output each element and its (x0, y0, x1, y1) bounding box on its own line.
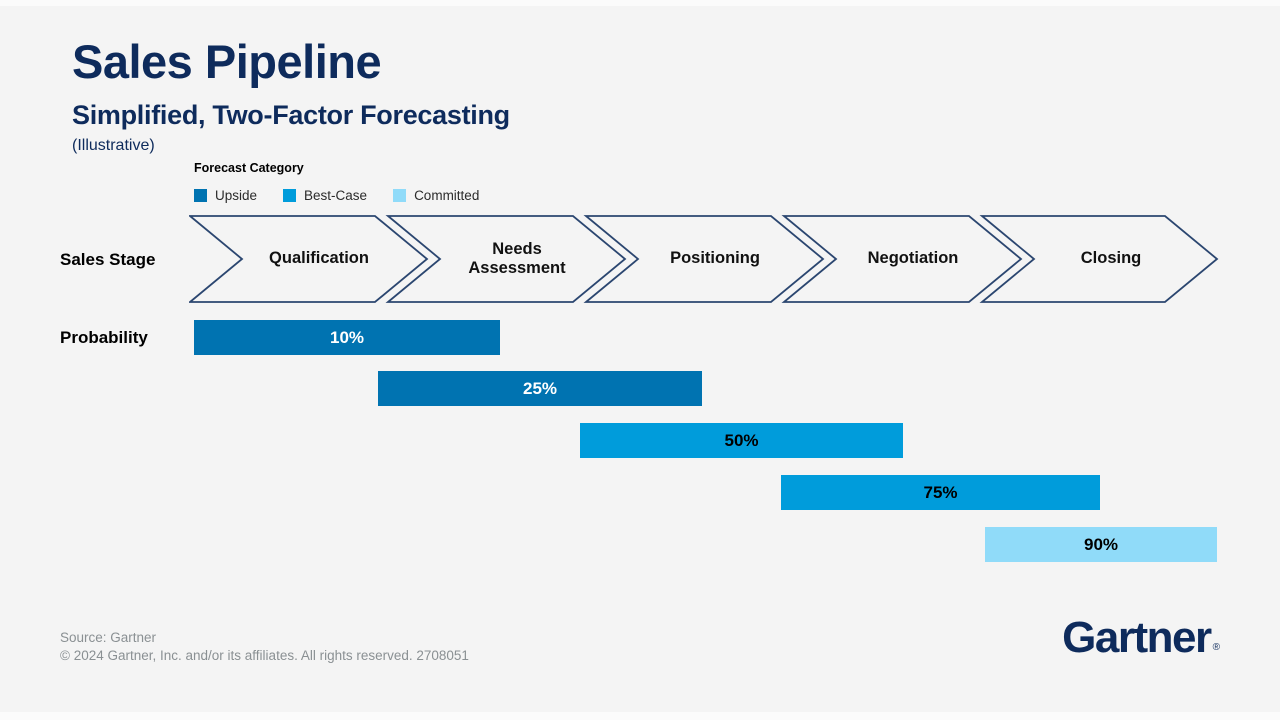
stage-chevron-needs-assessment (385, 215, 627, 303)
legend-label: Best-Case (304, 188, 368, 203)
bottom-edge-strip (0, 712, 1280, 720)
footer-source: Source: Gartner (60, 630, 157, 645)
probability-bar-75: 75% (781, 475, 1100, 510)
footer-copyright: © 2024 Gartner, Inc. and/or its affiliat… (60, 648, 469, 663)
legend-items: Upside Best-Case Committed (194, 188, 479, 203)
stage-chevron-negotiation (781, 215, 1023, 303)
probability-bar-50: 50% (580, 423, 903, 458)
stage-chevron-positioning (583, 215, 825, 303)
probability-bar-25: 25% (378, 371, 702, 406)
stage-chevron-closing (979, 215, 1219, 303)
probability-row-label: Probability (60, 328, 148, 347)
gartner-logo: Gartner ® (1062, 613, 1220, 662)
legend-label: Upside (215, 188, 258, 203)
probability-bar-label: 25% (522, 379, 558, 398)
legend-label: Committed (414, 188, 480, 203)
stage-label-negotiation: Negotiation (867, 249, 959, 268)
top-edge-strip (0, 0, 1280, 6)
stage-label-positioning: Positioning (670, 249, 760, 268)
stage-label-closing: Closing (1080, 249, 1142, 268)
probability-bar-label: 50% (724, 431, 759, 450)
gartner-logo-text: Gartner (1062, 613, 1212, 662)
legend-item-upside: Upside (194, 188, 257, 203)
stage-chevron-qualification (189, 215, 429, 303)
legend-swatch-committed (393, 189, 407, 202)
sales-stage-chevrons (189, 215, 1219, 303)
legend-swatch-upside (194, 189, 207, 202)
stage-label-needs-assessment: Needs Assessment (468, 239, 566, 277)
legend-title: Forecast Category (194, 161, 304, 175)
registered-trademark-icon: ® (1212, 642, 1220, 653)
forecast-category-legend: Forecast Category Upside Best-Case Committ… (194, 161, 479, 203)
page-title: Sales Pipeline (72, 35, 382, 88)
probability-bar-90: 90% (985, 527, 1217, 562)
illustrative-note: (Illustrative) (72, 137, 155, 154)
probability-bar-label: 90% (1083, 535, 1119, 554)
legend-swatch-best-case (283, 189, 297, 202)
legend-item-committed: Committed (393, 188, 479, 203)
stage-label-qualification: Qualification (269, 249, 369, 268)
page-subtitle: Simplified, Two-Factor Forecasting (72, 100, 510, 130)
probability-bar-label: 10% (329, 328, 365, 347)
sales-stage-row-label: Sales Stage (60, 250, 156, 269)
probability-bar-10: 10% (194, 320, 500, 355)
probability-bar-label: 75% (923, 483, 958, 502)
legend-item-best-case: Best-Case (283, 188, 367, 203)
